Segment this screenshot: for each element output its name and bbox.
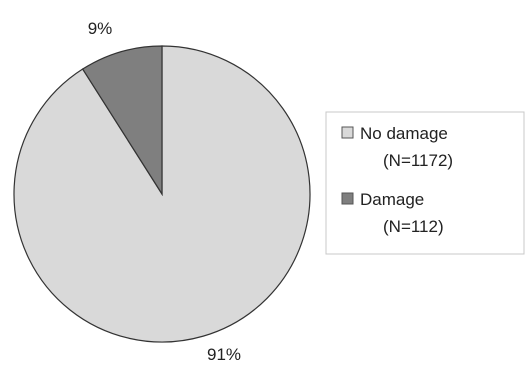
legend-box [325, 111, 525, 255]
slice-label-damage-pct: 9% [88, 19, 113, 38]
legend-label-no-damage: No damage [360, 124, 448, 143]
legend-label-damage: Damage [360, 190, 424, 209]
legend: No damage (N=1172) Damage (N=112) [325, 111, 525, 255]
legend-swatch-no-damage [341, 126, 354, 139]
legend-swatch-damage [341, 192, 354, 205]
percentage-labels: 9% 91% [88, 19, 241, 364]
legend-count-no-damage: (N=1172) [383, 151, 453, 170]
pie-slice-damage [81, 45, 163, 197]
legend-count-damage: (N=112) [383, 217, 444, 236]
pie-slices [13, 45, 311, 343]
slice-label-no-damage-pct: 91% [207, 345, 241, 364]
